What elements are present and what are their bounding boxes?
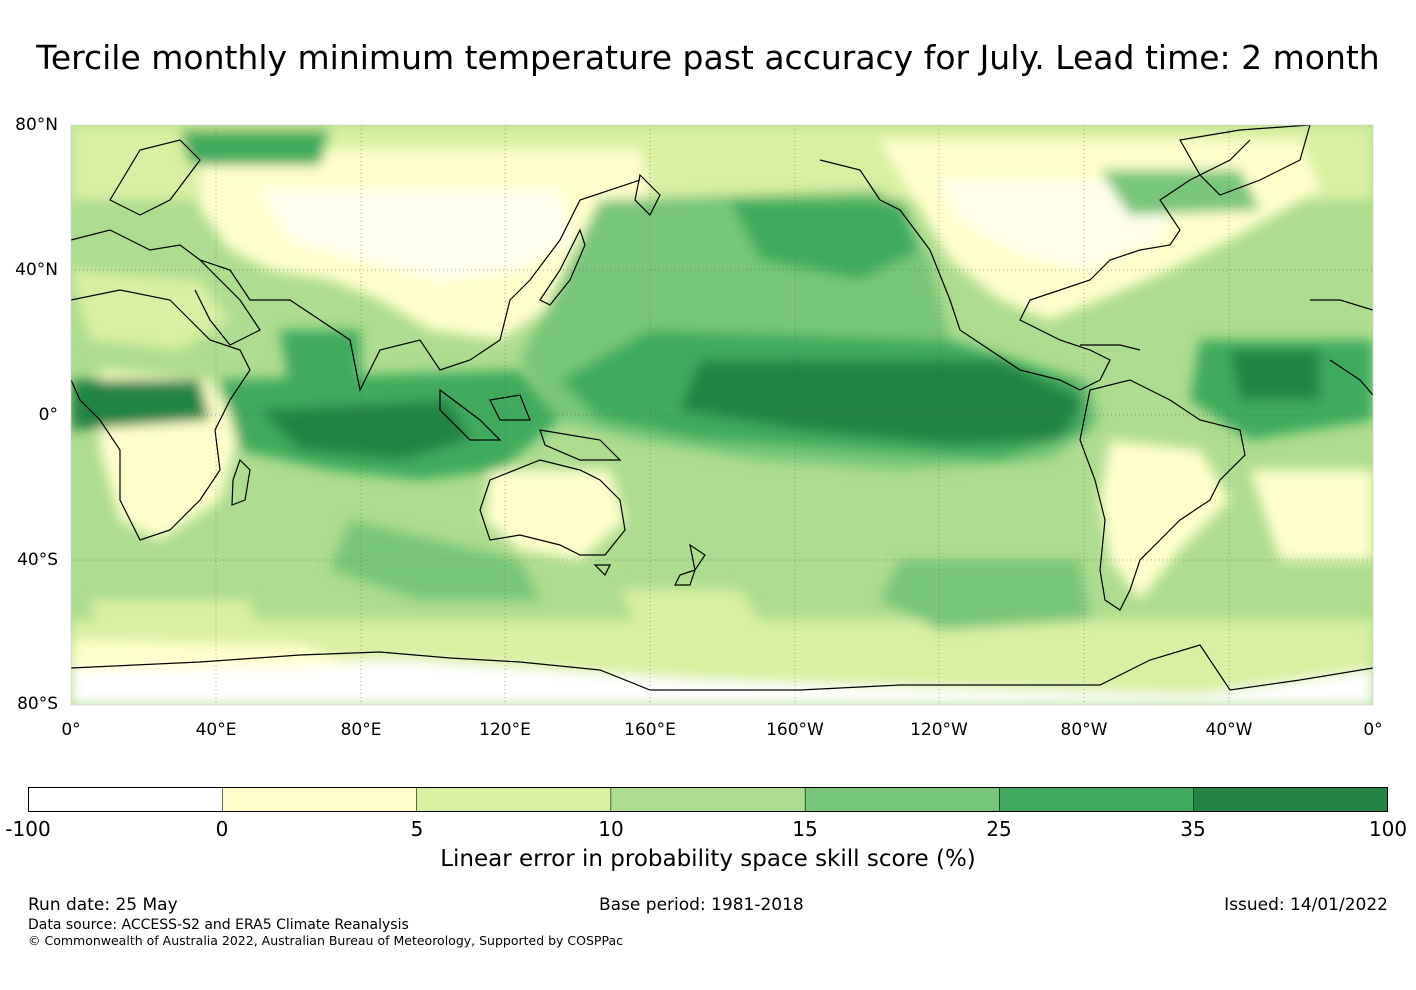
lat-label-80n: 80°N: [15, 115, 58, 135]
skill-map: [70, 124, 1374, 706]
map-area: 80°N 40°N 0° 40°S 80°S 0° 40°E 80°E 120°…: [15, 115, 1383, 740]
lon-label-0-right: 0°: [1363, 720, 1383, 740]
colorbar: [28, 787, 1388, 812]
colorbar-tick: 5: [410, 817, 424, 841]
lat-label-40n: 40°N: [15, 260, 58, 280]
colorbar-swatches: [28, 787, 1388, 812]
colorbar-label: Linear error in probability space skill …: [440, 846, 976, 872]
lon-label-80e: 80°E: [340, 720, 382, 740]
colorbar-swatch: [1193, 787, 1388, 812]
colorbar-tick: 100: [1368, 817, 1408, 841]
colorbar-tick: 35: [1180, 817, 1206, 841]
data-source: Data source: ACCESS-S2 and ERA5 Climate …: [28, 917, 409, 933]
lon-label-120e: 120°E: [479, 720, 531, 740]
lat-label-80s: 80°S: [17, 694, 58, 714]
lon-label-40w: 40°W: [1205, 720, 1253, 740]
colorbar-swatch: [804, 787, 1001, 812]
lat-label-40s: 40°S: [17, 550, 58, 570]
lon-label-160e: 160°E: [624, 720, 676, 740]
colorbar-tick: 15: [792, 817, 818, 841]
issued-date: Issued: 14/01/2022: [1224, 895, 1388, 915]
lon-label-0-left: 0°: [61, 720, 81, 740]
lon-label-40e: 40°E: [195, 720, 237, 740]
coastlines: [71, 125, 1373, 691]
colorbar-swatch: [610, 787, 806, 812]
colorbar-tick: 25: [986, 817, 1012, 841]
lon-label-80w: 80°W: [1060, 720, 1108, 740]
colorbar-swatch: [416, 787, 612, 812]
colorbar-tick: 10: [598, 817, 624, 841]
colorbar-swatch: [999, 787, 1195, 812]
chart-title: Tercile monthly minimum temperature past…: [36, 38, 1380, 77]
colorbar-tick: 0: [215, 817, 229, 841]
colorbar-swatch: [28, 787, 224, 812]
gridlines: [71, 125, 1373, 705]
run-date: Run date: 25 May: [28, 895, 178, 915]
lon-label-160w: 160°W: [766, 720, 824, 740]
colorbar-swatch: [221, 787, 418, 812]
lat-label-equator: 0°: [38, 405, 58, 425]
copyright: © Commonwealth of Australia 2022, Austra…: [28, 933, 623, 948]
colorbar-tick: -100: [5, 817, 51, 841]
base-period: Base period: 1981-2018: [599, 895, 804, 915]
lon-label-120w: 120°W: [910, 720, 968, 740]
skill-field: [71, 125, 1373, 705]
